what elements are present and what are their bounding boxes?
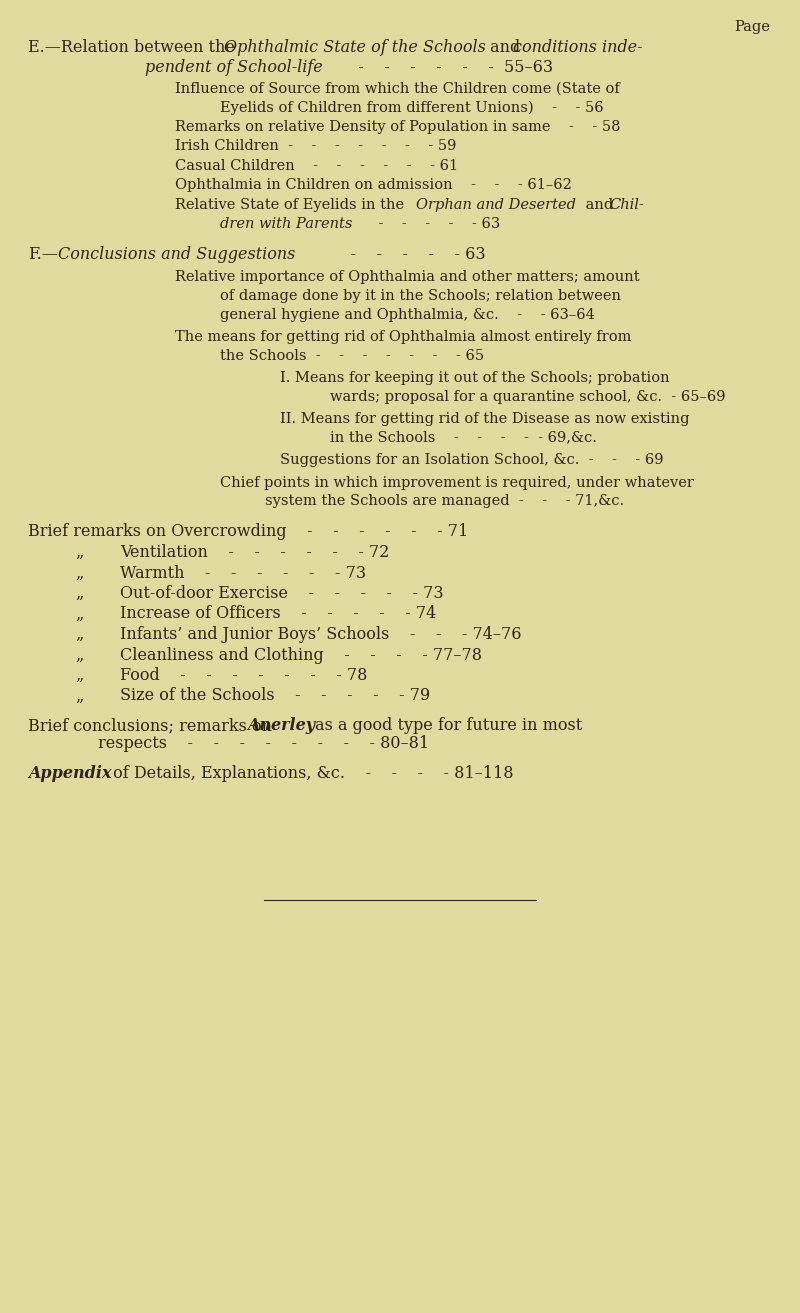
Text: Page: Page [734,20,770,34]
Text: The means for getting rid of Ophthalmia almost entirely from: The means for getting rid of Ophthalmia … [175,330,631,344]
Text: wards; proposal for a quarantine school, &c.  - 65–69: wards; proposal for a quarantine school,… [330,390,726,403]
Text: pendent of School-life: pendent of School-life [145,59,322,76]
Text: general hygiene and Ophthalmia, &c.    -    - 63–64: general hygiene and Ophthalmia, &c. - - … [220,307,595,322]
Text: Casual Children    -    -    -    -    -    - 61: Casual Children - - - - - - 61 [175,159,458,173]
Text: „: „ [75,646,83,663]
Text: -    -    -    -    - 63: - - - - - 63 [330,246,486,263]
Text: Influence of Source from which the Children come (State of: Influence of Source from which the Child… [175,81,620,96]
Text: Relative importance of Ophthalmia and other matters; amount: Relative importance of Ophthalmia and ot… [175,270,640,285]
Text: Cleanliness and Clothing    -    -    -    - 77–78: Cleanliness and Clothing - - - - 77–78 [120,646,482,663]
Text: as a good type for future in most: as a good type for future in most [310,717,582,734]
Text: „: „ [75,605,83,622]
Text: Conclusions and Suggestions: Conclusions and Suggestions [58,246,295,263]
Text: Chief points in which improvement is required, under whatever: Chief points in which improvement is req… [220,475,694,490]
Text: Warmth    -    -    -    -    -    - 73: Warmth - - - - - - 73 [120,565,366,582]
Text: F.—: F.— [28,246,58,263]
Text: dren with Parents: dren with Parents [220,217,352,231]
Text: „: „ [75,626,83,643]
Text: Remarks on relative Density of Population in same    -    - 58: Remarks on relative Density of Populatio… [175,119,621,134]
Text: Ophthalmia in Children on admission    -    -    - 61–62: Ophthalmia in Children on admission - - … [175,179,572,193]
Text: Food    -    -    -    -    -    -    - 78: Food - - - - - - - 78 [120,667,367,684]
Text: Ventilation    -    -    -    -    -    - 72: Ventilation - - - - - - 72 [120,544,390,561]
Text: -    -    -    -    -    -  55–63: - - - - - - 55–63 [348,59,553,76]
Text: Brief conclusions; remarks on: Brief conclusions; remarks on [28,717,277,734]
Text: -    -    -    -    - 63: - - - - - 63 [360,217,500,231]
Text: and: and [485,39,526,56]
Text: Relative State of Eyelids in the: Relative State of Eyelids in the [175,198,409,211]
Text: Eyelids of Children from different Unions)    -    - 56: Eyelids of Children from different Union… [220,101,604,116]
Text: Brief remarks on Overcrowding    -    -    -    -    -    - 71: Brief remarks on Overcrowding - - - - - … [28,524,468,541]
Text: Chil-: Chil- [609,198,644,211]
Text: Size of the Schools    -    -    -    -    - 79: Size of the Schools - - - - - 79 [120,688,430,705]
Text: system the Schools are managed  -    -    - 71,&c.: system the Schools are managed - - - 71,… [265,494,624,508]
Text: conditions inde-: conditions inde- [513,39,642,56]
Text: and: and [581,198,618,211]
Text: Ophthalmic State of the Schools: Ophthalmic State of the Schools [224,39,486,56]
Text: the Schools  -    -    -    -    -    -    - 65: the Schools - - - - - - - 65 [220,348,484,362]
Text: respects    -    -    -    -    -    -    -    - 80–81: respects - - - - - - - - 80–81 [98,735,429,752]
Text: Orphan and Deserted: Orphan and Deserted [416,198,576,211]
Text: Irish Children  -    -    -    -    -    -    - 59: Irish Children - - - - - - - 59 [175,139,456,154]
Text: „: „ [75,586,83,601]
Text: II. Means for getting rid of the Disease as now existing: II. Means for getting rid of the Disease… [280,412,690,425]
Text: Suggestions for an Isolation School, &c.  -    -    - 69: Suggestions for an Isolation School, &c.… [280,453,663,467]
Text: „: „ [75,565,83,582]
Text: E.—Relation between the: E.—Relation between the [28,39,240,56]
Text: of damage done by it in the Schools; relation between: of damage done by it in the Schools; rel… [220,289,621,303]
Text: Out-of-door Exercise    -    -    -    -    - 73: Out-of-door Exercise - - - - - 73 [120,586,444,601]
Text: I. Means for keeping it out of the Schools; probation: I. Means for keeping it out of the Schoo… [280,372,670,385]
Text: in the Schools    -    -    -    -  - 69,&c.: in the Schools - - - - - 69,&c. [330,431,597,445]
Text: „: „ [75,667,83,684]
Text: Appendix: Appendix [28,765,111,783]
Text: Increase of Officers    -    -    -    -    - 74: Increase of Officers - - - - - 74 [120,605,436,622]
Text: Anerley: Anerley [247,717,315,734]
Text: Infants’ and Junior Boys’ Schools    -    -    - 74–76: Infants’ and Junior Boys’ Schools - - - … [120,626,522,643]
Text: of Details, Explanations, &c.    -    -    -    - 81–118: of Details, Explanations, &c. - - - - 81… [108,765,514,783]
Text: „: „ [75,688,83,705]
Text: „: „ [75,544,83,561]
